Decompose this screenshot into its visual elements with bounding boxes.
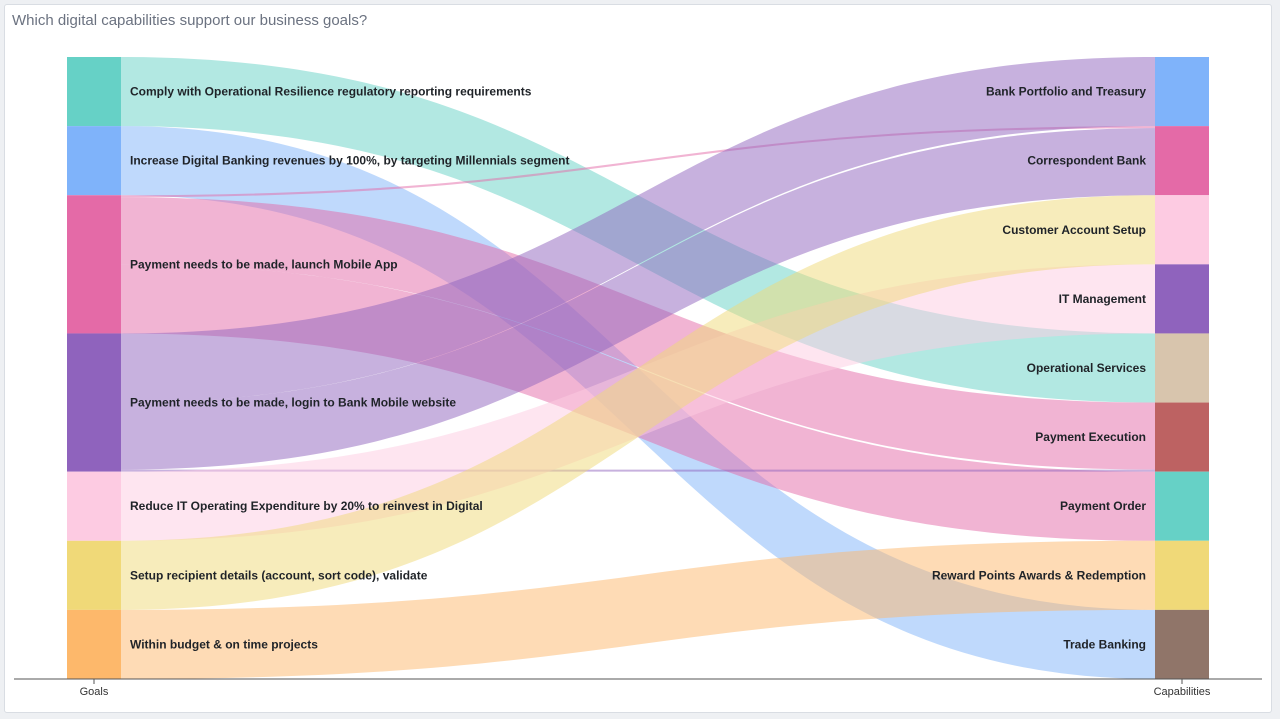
goal-node-g4[interactable] — [67, 333, 121, 472]
capability-node-c8[interactable] — [1155, 540, 1209, 610]
goal-label: Setup recipient details (account, sort c… — [130, 568, 428, 582]
goal-label: Payment needs to be made, login to Bank … — [130, 396, 456, 410]
goal-node-g1[interactable] — [67, 57, 121, 127]
sankey-labels: Comply with Operational Resilience regul… — [130, 85, 1146, 652]
sankey-link-g3-c2[interactable] — [121, 126, 1155, 198]
capability-label: Operational Services — [1027, 361, 1147, 375]
goal-node-g3[interactable] — [67, 195, 121, 334]
capability-node-c2[interactable] — [1155, 126, 1209, 196]
capabilities-axis-label: Capabilities — [1154, 686, 1211, 698]
capability-label: Payment Order — [1060, 499, 1146, 513]
capability-node-c6[interactable] — [1155, 402, 1209, 472]
chart-title: Which digital capabilities support our b… — [12, 12, 368, 29]
capability-node-c5[interactable] — [1155, 333, 1209, 403]
goal-node-g5[interactable] — [67, 471, 121, 541]
capability-label: Bank Portfolio and Treasury — [986, 85, 1146, 99]
capability-label: Correspondent Bank — [1027, 154, 1146, 168]
sankey-link-g7-c8[interactable] — [121, 540, 1155, 679]
sankey-nodes — [67, 57, 1209, 679]
goal-node-g7[interactable] — [67, 609, 121, 679]
sankey-link-g6-c3[interactable] — [121, 195, 1155, 610]
sankey-link-g3-c6[interactable] — [121, 197, 1155, 470]
sankey-link-g4-c2[interactable] — [121, 128, 1155, 470]
goal-label: Payment needs to be made, launch Mobile … — [130, 257, 398, 271]
capability-node-c4[interactable] — [1155, 264, 1209, 334]
capability-label: IT Management — [1059, 292, 1146, 306]
goal-label: Increase Digital Banking revenues by 100… — [130, 154, 569, 168]
capability-node-c9[interactable] — [1155, 609, 1209, 679]
goal-label: Reduce IT Operating Expenditure by 20% t… — [130, 499, 483, 513]
capability-label: Payment Execution — [1035, 430, 1146, 444]
sankey-links — [121, 57, 1155, 680]
goal-node-g2[interactable] — [67, 126, 121, 196]
goals-axis-label: Goals — [80, 686, 109, 698]
capability-node-c7[interactable] — [1155, 471, 1209, 541]
capability-label: Reward Points Awards & Redemption — [932, 568, 1146, 582]
capability-node-c1[interactable] — [1155, 57, 1209, 127]
capability-node-c3[interactable] — [1155, 195, 1209, 265]
goal-label: Comply with Operational Resilience regul… — [130, 85, 532, 99]
goal-label: Within budget & on time projects — [130, 637, 318, 651]
goal-node-g6[interactable] — [67, 540, 121, 610]
sankey-axis: Goals Capabilities — [14, 678, 1262, 698]
sankey-link-g4-c1[interactable] — [121, 57, 1155, 403]
capability-label: Customer Account Setup — [1002, 223, 1146, 237]
capability-label: Trade Banking — [1063, 637, 1146, 651]
